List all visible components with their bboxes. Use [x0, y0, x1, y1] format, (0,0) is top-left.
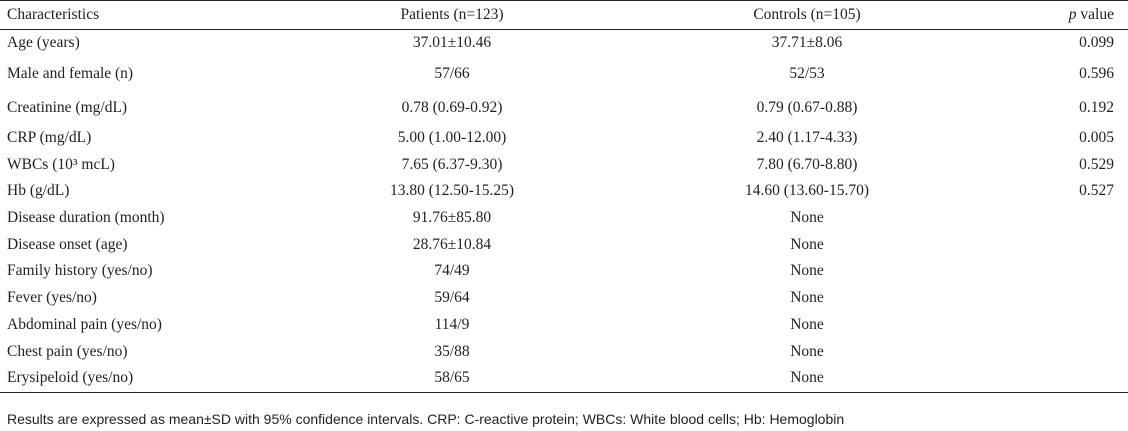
header-controls: Controls (n=105)	[753, 6, 861, 23]
table-footnote: Results are expressed as mean±SD with 95…	[7, 411, 845, 427]
header-row: Characteristics Patients (n=123) Control…	[0, 0, 1128, 30]
row-patients: 28.76±10.84	[412, 235, 492, 253]
row-controls: None	[790, 289, 824, 307]
table-row: Hb (g/dL) 13.80 (12.50-15.25) 14.60 (13.60…	[0, 178, 1128, 205]
row-p-value	[997, 312, 1128, 339]
table-row: Chest pain (yes/no) 35/88 None	[0, 338, 1128, 365]
row-label: Abdominal pain (yes/no)	[7, 315, 162, 333]
table-row: Abdominal pain (yes/no) 114/9 None	[0, 312, 1128, 339]
row-label: Disease duration (month)	[7, 209, 165, 227]
row-controls: None	[790, 209, 824, 227]
row-patients: 58/65	[434, 369, 470, 387]
table-body: Age (years) 37.01±10.46 37.71±8.06 0.099 Ma…	[0, 30, 1128, 393]
characteristics-table: Characteristics Patients (n=123) Control…	[0, 0, 1128, 393]
row-patients: 114/9	[434, 315, 470, 333]
row-p-value	[997, 231, 1128, 258]
table-row: Age (years) 37.01±10.46 37.71±8.06 0.099	[0, 30, 1128, 57]
header-p-rest: value	[1076, 6, 1114, 23]
row-patients: 91.76±85.80	[412, 209, 492, 227]
row-p-value: 0.099	[1079, 34, 1114, 52]
row-controls: 52/53	[789, 64, 825, 82]
row-patients: 57/66	[434, 64, 470, 82]
row-patients: 5.00 (1.00-12.00)	[397, 129, 507, 147]
row-controls: None	[790, 369, 824, 387]
header-p-italic: p	[1068, 6, 1077, 23]
row-p-value	[997, 365, 1128, 392]
row-label: CRP (mg/dL)	[7, 129, 92, 147]
row-label: Hb (g/dL)	[7, 182, 70, 200]
row-p-value: 0.596	[1079, 64, 1114, 82]
row-label: WBCs (10³ mcL)	[7, 155, 115, 173]
row-label: Disease onset (age)	[7, 235, 128, 253]
row-patients: 0.78 (0.69-0.92)	[401, 98, 503, 116]
header-characteristics: Characteristics	[7, 6, 100, 23]
row-label: Chest pain (yes/no)	[7, 342, 128, 360]
row-patients: 7.65 (6.37-9.30)	[401, 155, 503, 173]
row-controls: None	[790, 262, 824, 280]
row-p-value	[997, 338, 1128, 365]
row-controls: None	[790, 315, 824, 333]
row-p-value	[997, 258, 1128, 285]
table-row: Erysipeloid (yes/no) 58/65 None	[0, 365, 1128, 393]
row-label: Age (years)	[7, 34, 80, 52]
header-p-value: p value	[997, 1, 1128, 30]
row-label: Creatinine (mg/dL)	[7, 98, 128, 116]
row-controls: 2.40 (1.17-4.33)	[756, 129, 858, 147]
row-controls: 0.79 (0.67-0.88)	[756, 98, 858, 116]
row-controls: 14.60 (13.60-15.70)	[745, 182, 869, 200]
row-p-value	[997, 285, 1128, 312]
table-row: Disease onset (age) 28.76±10.84 None	[0, 231, 1128, 258]
row-label: Fever (yes/no)	[7, 289, 97, 307]
table-row: Fever (yes/no) 59/64 None	[0, 285, 1128, 312]
table-header: Characteristics Patients (n=123) Control…	[0, 0, 1128, 30]
header-patients: Patients (n=123)	[400, 6, 504, 23]
row-patients: 37.01±10.46	[412, 34, 492, 52]
table-row: Male and female (n) 57/66 52/53 0.596	[0, 57, 1128, 91]
row-controls: 7.80 (6.70-8.80)	[756, 155, 858, 173]
table-row: Creatinine (mg/dL) 0.78 (0.69-0.92) 0.79 (…	[0, 91, 1128, 125]
row-controls: None	[790, 235, 824, 253]
row-p-value	[997, 205, 1128, 232]
row-patients: 13.80 (12.50-15.25)	[390, 182, 514, 200]
characteristics-table-container: Characteristics Patients (n=123) Control…	[0, 0, 1128, 393]
row-patients: 59/64	[434, 289, 470, 307]
row-controls: None	[790, 342, 824, 360]
row-patients: 35/88	[434, 342, 470, 360]
row-p-value: 0.527	[1079, 182, 1114, 200]
row-p-value: 0.529	[1079, 155, 1114, 173]
row-label: Male and female (n)	[7, 64, 134, 82]
row-label: Erysipeloid (yes/no)	[7, 369, 134, 387]
table-row: CRP (mg/dL) 5.00 (1.00-12.00) 2.40 (1.17-4…	[0, 125, 1128, 152]
row-patients: 74/49	[434, 262, 470, 280]
row-label: Family history (yes/no)	[7, 262, 153, 280]
table-row: Family history (yes/no) 74/49 None	[0, 258, 1128, 285]
table-row: Disease duration (month) 91.76±85.80 None	[0, 205, 1128, 232]
row-controls: 37.71±8.06	[771, 34, 843, 52]
row-p-value: 0.192	[1079, 98, 1114, 116]
table-row: WBCs (10³ mcL) 7.65 (6.37-9.30) 7.80 (6.70…	[0, 151, 1128, 178]
row-p-value: 0.005	[1079, 129, 1114, 147]
